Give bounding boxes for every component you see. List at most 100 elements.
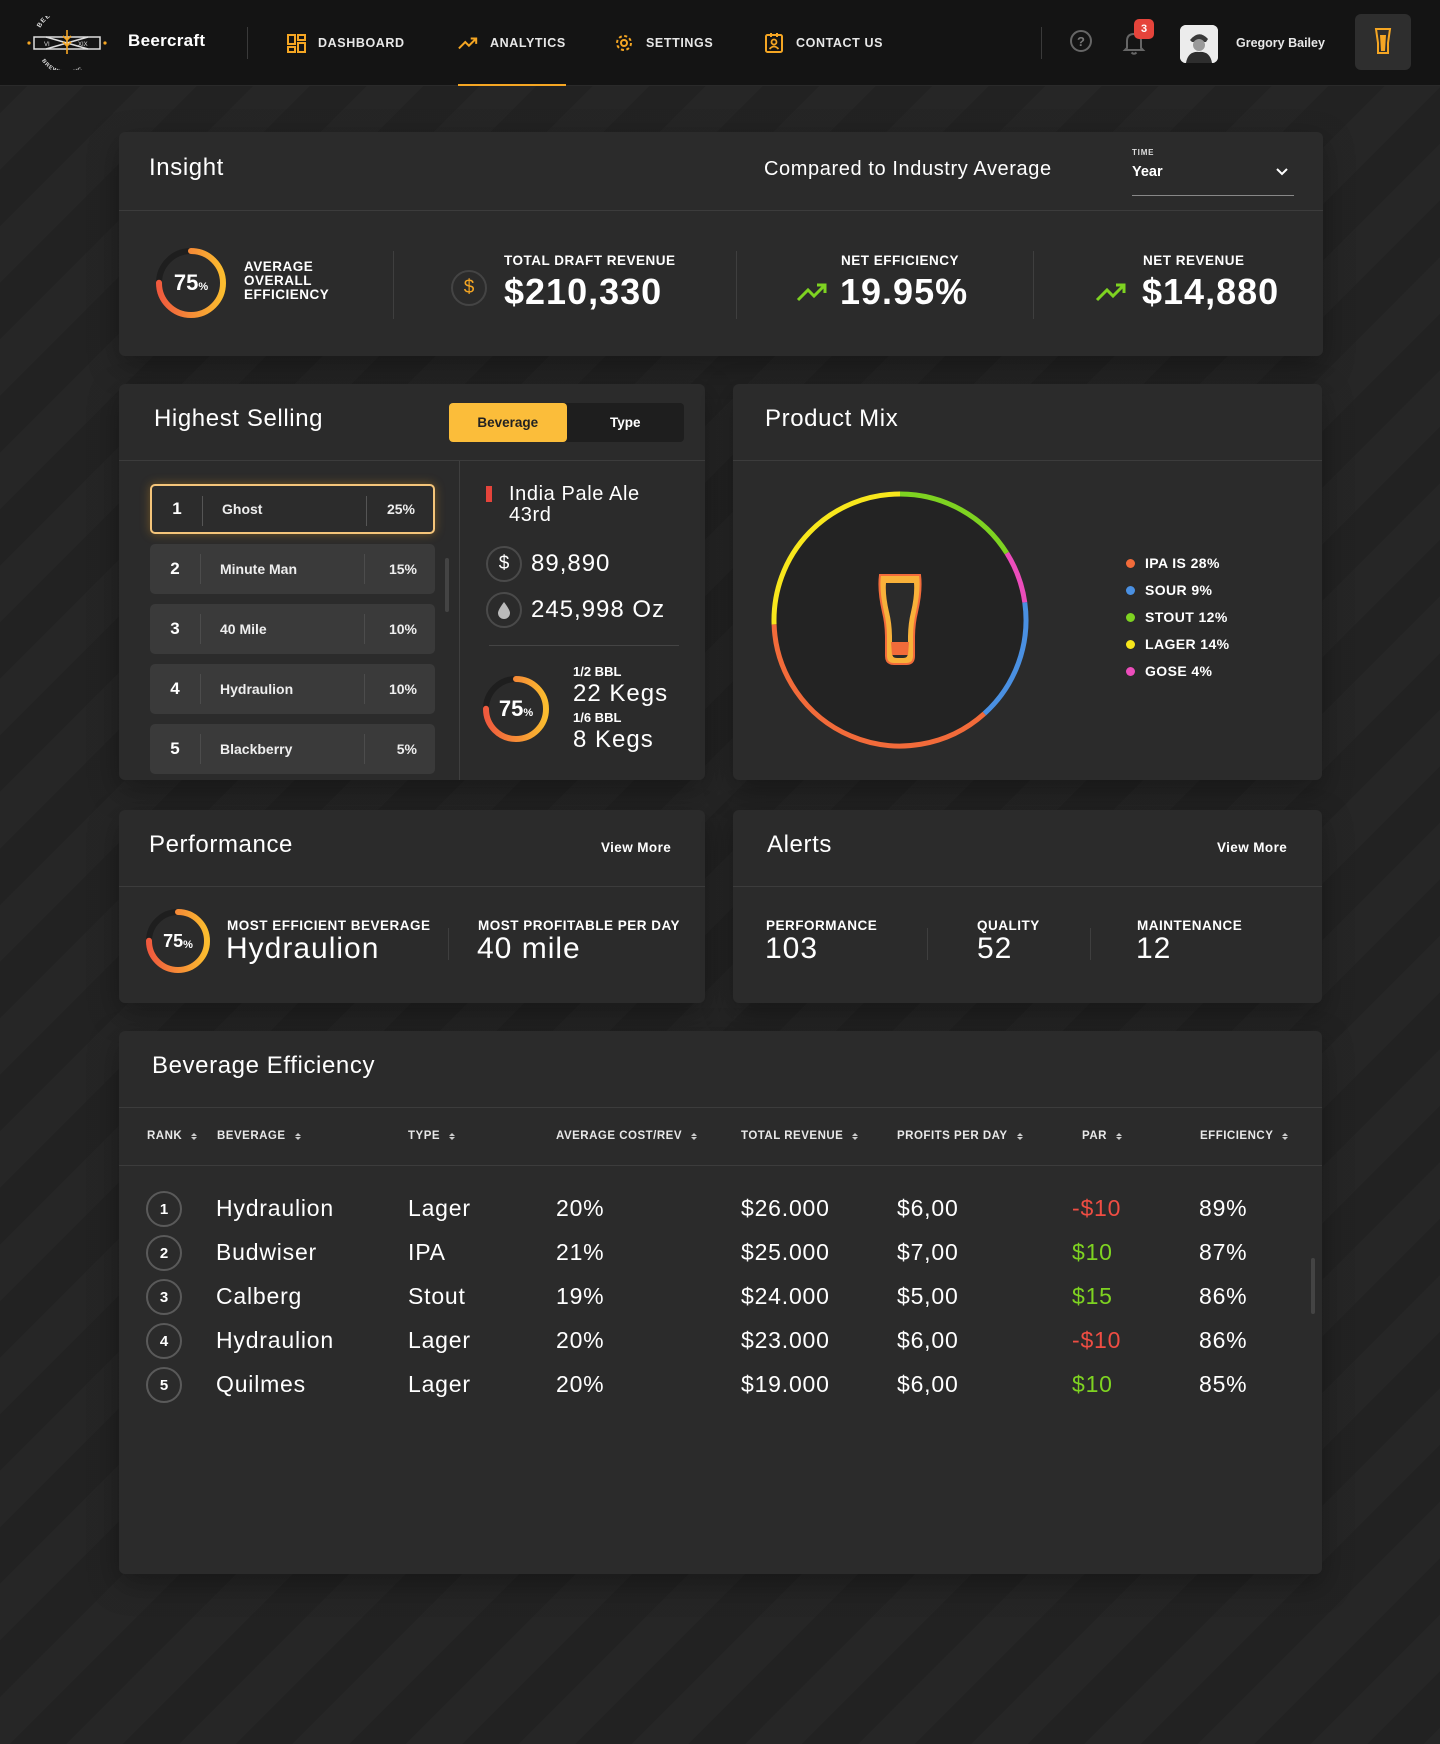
- legend-label: STOUT 12%: [1145, 609, 1228, 625]
- sort-icon: [191, 1132, 198, 1140]
- cell-revenue: $19.000: [741, 1370, 830, 1397]
- col-par-header[interactable]: PAR: [1082, 1130, 1122, 1142]
- lager-arc: [771, 491, 901, 625]
- nav-analytics[interactable]: ANALYTICS: [458, 0, 566, 86]
- col-type-header[interactable]: TYPE: [408, 1130, 456, 1142]
- alert-maintenance-value[interactable]: 12: [1136, 932, 1172, 965]
- legend-label: LAGER 14%: [1145, 636, 1230, 652]
- keg1-label: 1/2 BBL: [573, 664, 622, 679]
- row-rank: 5: [146, 1367, 182, 1403]
- user-name[interactable]: Gregory Bailey: [1236, 36, 1325, 50]
- row-rank: 4: [146, 1323, 182, 1359]
- selling-item[interactable]: 1 Ghost 25%: [150, 484, 435, 534]
- cell-beverage: Hydraulion: [216, 1326, 334, 1353]
- product-mix-header: [733, 384, 1322, 461]
- cell-eff: 86%: [1199, 1326, 1248, 1353]
- col-revenue-header[interactable]: TOTAL REVENUE: [741, 1130, 859, 1142]
- col-header-label: EFFICIENCY: [1200, 1130, 1274, 1142]
- beverage-efficiency-value: 75: [498, 696, 524, 721]
- sour-arc: [982, 602, 1029, 716]
- dashboard-icon: [286, 33, 306, 53]
- selling-item-pct: 10%: [388, 621, 417, 637]
- cell-type: Lager: [408, 1370, 471, 1397]
- alert-quality-label: QUALITY: [977, 918, 1040, 933]
- product-mix-title: Product Mix: [765, 405, 899, 432]
- legend-sour: SOUR 9%: [1126, 582, 1212, 598]
- trending-up-icon: [1095, 283, 1126, 302]
- net-revenue-label: NET REVENUE: [1143, 253, 1245, 268]
- table-row[interactable]: 5 Quilmes Lager 20% $19.000 $6,00 $10 85%: [119, 1362, 1319, 1404]
- selling-item[interactable]: 4 Hydraulion 10%: [150, 664, 435, 714]
- selling-item-pct: 5%: [396, 741, 417, 757]
- beercraft-logo[interactable]: BEERCRAFT BREWING INC VI XIX: [26, 16, 108, 70]
- overall-efficiency-unit: %: [198, 281, 209, 293]
- help-icon[interactable]: ?: [1070, 30, 1092, 52]
- overall-efficiency-value: 75: [173, 270, 199, 295]
- selling-item-pct: 10%: [388, 681, 417, 697]
- sort-icon: [852, 1132, 859, 1140]
- legend-label: IPA IS 28%: [1145, 555, 1220, 571]
- table-row[interactable]: 4 Hydraulion Lager 20% $23.000 $6,00 -$10 86%: [119, 1318, 1319, 1362]
- table-row[interactable]: 3 Calberg Stout 19% $24.000 $5,00 $15 86%: [119, 1274, 1319, 1318]
- cell-profit: $5,00: [897, 1282, 959, 1309]
- table-row[interactable]: 2 Budwiser IPA 21% $25.000 $7,00 $10 87%: [119, 1230, 1319, 1274]
- col-rank-header[interactable]: RANK: [147, 1130, 198, 1142]
- nav-contact[interactable]: CONTACT US: [764, 0, 883, 86]
- net-revenue-value: $14,880: [1142, 271, 1280, 312]
- detail-divider: [489, 645, 679, 646]
- top-navigation: BEERCRAFT BREWING INC VI XIX Beercraft D…: [0, 0, 1440, 86]
- time-select[interactable]: TIME Year: [1132, 144, 1294, 196]
- nav-settings[interactable]: SETTINGS: [614, 0, 713, 86]
- alert-performance-value[interactable]: 103: [765, 932, 819, 965]
- selling-item[interactable]: 2 Minute Man 15%: [150, 544, 435, 594]
- col-beverage-header[interactable]: BEVERAGE: [217, 1130, 301, 1142]
- legend-label: SOUR 9%: [1145, 582, 1213, 598]
- sort-icon: [1282, 1132, 1289, 1140]
- overall-efficiency-ring: 75%: [154, 246, 228, 320]
- performance-title: Performance: [149, 831, 293, 858]
- cell-par: -$10: [1072, 1326, 1122, 1353]
- svg-text:VI: VI: [44, 42, 50, 48]
- selling-item-rank: 2: [170, 559, 180, 578]
- table-scrollbar[interactable]: [1311, 1258, 1315, 1314]
- col-header-label: TYPE: [408, 1130, 441, 1142]
- beverage-efficiency-header: [119, 1031, 1322, 1108]
- cell-eff: 86%: [1199, 1282, 1248, 1309]
- alert-quality-value[interactable]: 52: [977, 932, 1013, 965]
- cell-cost: 20%: [556, 1326, 605, 1353]
- alerts-view-more-link[interactable]: View More: [1217, 840, 1288, 855]
- nav-dashboard[interactable]: DASHBOARD: [286, 0, 405, 86]
- tab-type[interactable]: Type: [609, 415, 641, 430]
- beer-menu-button[interactable]: [1355, 14, 1411, 70]
- col-profit-header[interactable]: PROFITS PER DAY: [897, 1130, 1023, 1142]
- legend-stout: STOUT 12%: [1126, 609, 1228, 625]
- net-efficiency-label: NET EFFICIENCY: [841, 253, 960, 268]
- cell-beverage: Calberg: [216, 1282, 303, 1309]
- cell-type: IPA: [408, 1238, 446, 1265]
- selling-item[interactable]: 5 Blackberry 5%: [150, 724, 435, 774]
- dollar-icon: $: [486, 546, 522, 582]
- table-row[interactable]: 1 Hydraulion Lager 20% $26.000 $6,00 -$10 89%: [119, 1186, 1319, 1230]
- ipa-color-marker: [486, 486, 492, 502]
- selling-item-pct: 25%: [386, 501, 415, 517]
- tab-beverage[interactable]: Beverage: [449, 403, 567, 442]
- legend-dot: [1126, 639, 1135, 649]
- cell-eff: 89%: [1199, 1194, 1248, 1221]
- user-avatar[interactable]: [1180, 25, 1218, 63]
- selling-item-name: 40 Mile: [220, 621, 267, 637]
- beer-glass-icon: [878, 574, 922, 665]
- selling-item[interactable]: 3 40 Mile 10%: [150, 604, 435, 654]
- highest-selling-toggle: Beverage Type: [449, 403, 684, 442]
- overall-efficiency-label: AVERAGE OVERALL EFFICIENCY: [244, 260, 329, 302]
- list-scrollbar[interactable]: [445, 558, 449, 612]
- beer-glass-icon: [1374, 28, 1392, 54]
- efficiency-label-line: OVERALL: [244, 273, 313, 288]
- alert-performance-label: PERFORMANCE: [766, 918, 878, 933]
- selling-item-rank: 5: [170, 739, 180, 758]
- col-cost-header[interactable]: AVERAGE COST/REV: [556, 1130, 697, 1142]
- col-efficiency-header[interactable]: EFFICIENCY: [1200, 1130, 1289, 1142]
- cell-eff: 87%: [1199, 1238, 1248, 1265]
- cell-revenue: $26.000: [741, 1194, 830, 1221]
- beverage-efficiency-title: Beverage Efficiency: [152, 1052, 376, 1079]
- performance-view-more-link[interactable]: View More: [601, 840, 672, 855]
